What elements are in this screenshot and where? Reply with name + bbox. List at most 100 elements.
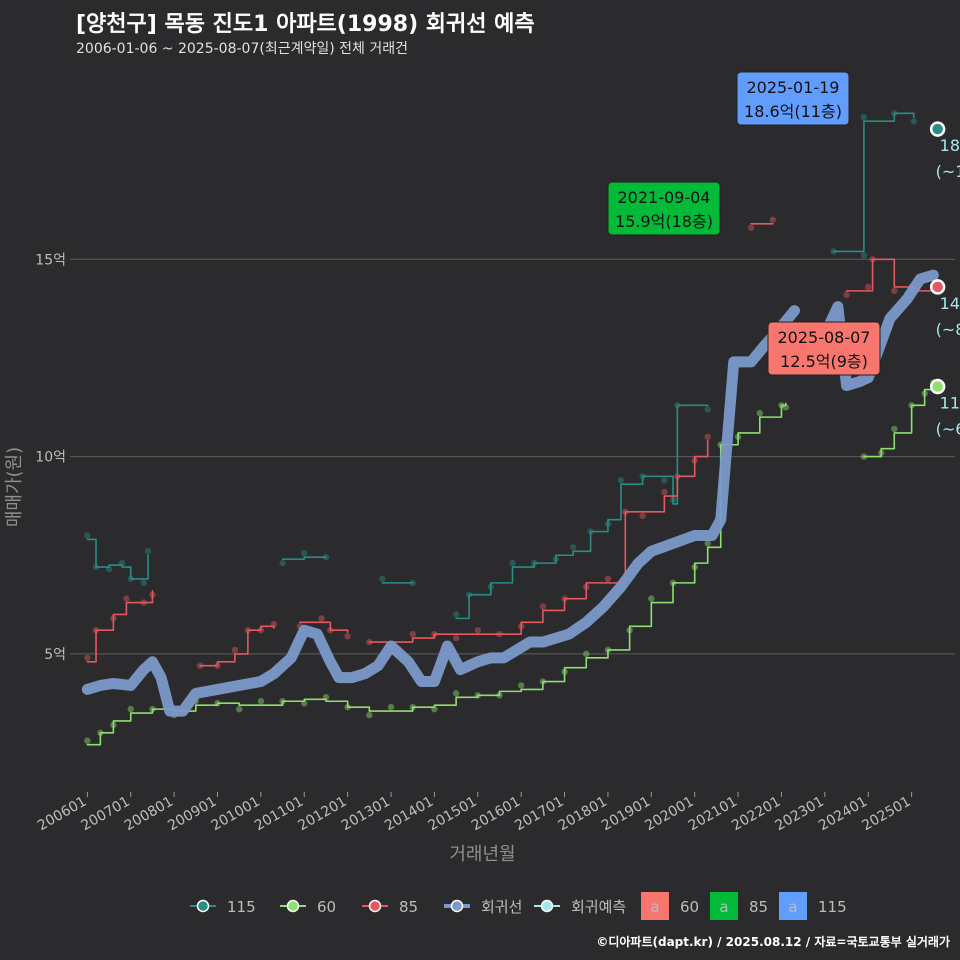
scatter-point-115 bbox=[140, 579, 147, 587]
x-tick-label: 201401 bbox=[382, 794, 436, 835]
legend-label-회귀예측: 회귀예측 bbox=[571, 898, 626, 916]
x-tick-label: 202201 bbox=[729, 794, 783, 835]
x-tick-label: 202401 bbox=[816, 794, 870, 835]
x-tick-label: 200801 bbox=[122, 794, 176, 835]
x-tick-label: 200701 bbox=[78, 794, 132, 835]
scatter-point-60 bbox=[84, 737, 91, 744]
annotation-price: 18.6억(11층) bbox=[744, 102, 842, 121]
scatter-point-115 bbox=[279, 559, 286, 567]
scatter-point-115 bbox=[704, 406, 711, 413]
series-line-115 bbox=[455, 404, 709, 620]
legend-marker-85 bbox=[368, 899, 382, 913]
annotation-date: 2025-01-19 bbox=[747, 78, 840, 97]
y-tick-label: 10억 bbox=[35, 450, 66, 466]
scatter-point-60 bbox=[366, 711, 373, 719]
grid-layer bbox=[70, 258, 955, 655]
x-tick-label: 201701 bbox=[512, 794, 566, 835]
scatter-point-115 bbox=[617, 477, 625, 484]
x-tick-label: 202001 bbox=[642, 794, 696, 835]
scatter-point-60 bbox=[452, 690, 460, 697]
legend-marker-60 bbox=[286, 899, 300, 913]
scatter-point-85 bbox=[123, 595, 130, 602]
chart-subtitle: 2006-01-06 ~ 2025-08-07(최근계약일) 전체 거래건 bbox=[76, 41, 408, 57]
legend-box-glyph: a bbox=[650, 898, 659, 916]
legend-label-회귀선: 회귀선 bbox=[481, 898, 522, 916]
y-tick-label: 5억 bbox=[44, 647, 66, 663]
x-tick-label: 202301 bbox=[773, 794, 827, 835]
series-line-85 bbox=[368, 440, 709, 643]
scatter-point-115 bbox=[661, 477, 668, 484]
scatter-point-60 bbox=[583, 650, 590, 658]
scatter-point-85 bbox=[539, 603, 547, 610]
legend: 115 60 85 회귀선 회귀예측 a 60 a 85 a 115 bbox=[190, 892, 847, 920]
y-axis-label: 매매가(원) bbox=[4, 447, 25, 527]
legend-box-glyph: a bbox=[719, 898, 728, 916]
annotation-box-115 bbox=[736, 71, 850, 126]
x-tick-label: 202101 bbox=[686, 794, 740, 835]
x-tick-label: 201001 bbox=[209, 794, 263, 835]
scatter-point-60 bbox=[756, 409, 763, 417]
x-tick-label: 201901 bbox=[599, 794, 653, 835]
scatter-point-115 bbox=[301, 550, 308, 557]
annotation-price: 15.9억(18층) bbox=[615, 212, 713, 231]
series-line-회귀선 bbox=[81, 305, 800, 717]
annotation-date: 2021-09-04 bbox=[618, 188, 711, 207]
x-axis-label: 거래년월 bbox=[449, 844, 515, 865]
series-line-85 bbox=[199, 625, 275, 667]
scatter-point-85 bbox=[344, 632, 351, 640]
scatter-point-115 bbox=[860, 113, 868, 121]
legend-box-60 bbox=[641, 892, 669, 920]
legend-box-label-85: 85 bbox=[749, 898, 768, 916]
scatter-point-115 bbox=[860, 252, 868, 259]
scatter-point-115 bbox=[452, 611, 460, 618]
x-tick-label: 201601 bbox=[469, 794, 523, 835]
forecast-area-label: (~115㎡) bbox=[936, 162, 960, 181]
scatter-point-85 bbox=[639, 512, 646, 520]
forecast-area-label: (~85㎡) bbox=[936, 320, 960, 339]
scatter-point-85 bbox=[769, 216, 776, 223]
forecast-value-label: 143,000 bbox=[940, 294, 960, 313]
x-tick-label: 201801 bbox=[556, 794, 610, 835]
legend-label-60: 60 bbox=[317, 898, 336, 916]
forecast-value-label: 183,000 bbox=[940, 136, 960, 155]
series-line-85 bbox=[845, 258, 935, 292]
scatter-point-60 bbox=[517, 682, 525, 689]
forecast-point-85 bbox=[929, 279, 946, 295]
legend-box-label-115: 115 bbox=[818, 898, 847, 916]
legend-marker-115 bbox=[196, 899, 210, 913]
legend-box-85 bbox=[710, 892, 738, 920]
series-line-85 bbox=[299, 621, 349, 633]
scatter-point-85 bbox=[747, 224, 755, 231]
scatter-point-115 bbox=[84, 532, 91, 539]
series-line-60 bbox=[86, 402, 787, 746]
x-tick-label: 201101 bbox=[252, 794, 306, 835]
legend-marker-회귀선 bbox=[450, 899, 464, 913]
scatter-point-85 bbox=[474, 626, 481, 634]
scatter-point-85 bbox=[231, 646, 239, 654]
forecast-value-label: 117,750 bbox=[940, 394, 960, 413]
series-line-115 bbox=[281, 556, 327, 560]
annotation-price: 12.5억(9층) bbox=[780, 352, 868, 371]
scatter-point-85 bbox=[704, 433, 711, 441]
forecast-points: 183,000 (~115㎡) 143,000 (~85㎡) 117,750 (~60㎡) bbox=[929, 121, 960, 439]
source-caption: ©디아파트(dapt.kr) / 2025.08.12 / 자료=국토교통부 실… bbox=[596, 935, 950, 949]
x-tick-label: 201501 bbox=[426, 794, 480, 835]
annotation-box-60 bbox=[767, 321, 881, 376]
scatter-point-115 bbox=[509, 559, 516, 567]
legend-label-85: 85 bbox=[399, 898, 418, 916]
scatter-point-60 bbox=[387, 703, 395, 711]
y-tick-label: 15억 bbox=[35, 252, 66, 268]
annotation-box-85 bbox=[607, 181, 721, 236]
series-line-85 bbox=[86, 589, 154, 663]
scatter-point-115 bbox=[379, 575, 386, 583]
scatter-point-85 bbox=[84, 654, 91, 661]
legend-box-label-60: 60 bbox=[680, 898, 699, 916]
x-tick-label: 202501 bbox=[859, 794, 913, 835]
scatter-point-85 bbox=[865, 283, 872, 291]
scatter-point-60 bbox=[704, 540, 711, 547]
scatter-point-60 bbox=[648, 595, 655, 602]
legend-box-115 bbox=[779, 892, 807, 920]
scatter-point-60 bbox=[891, 425, 898, 433]
legend-label-115: 115 bbox=[227, 898, 256, 916]
